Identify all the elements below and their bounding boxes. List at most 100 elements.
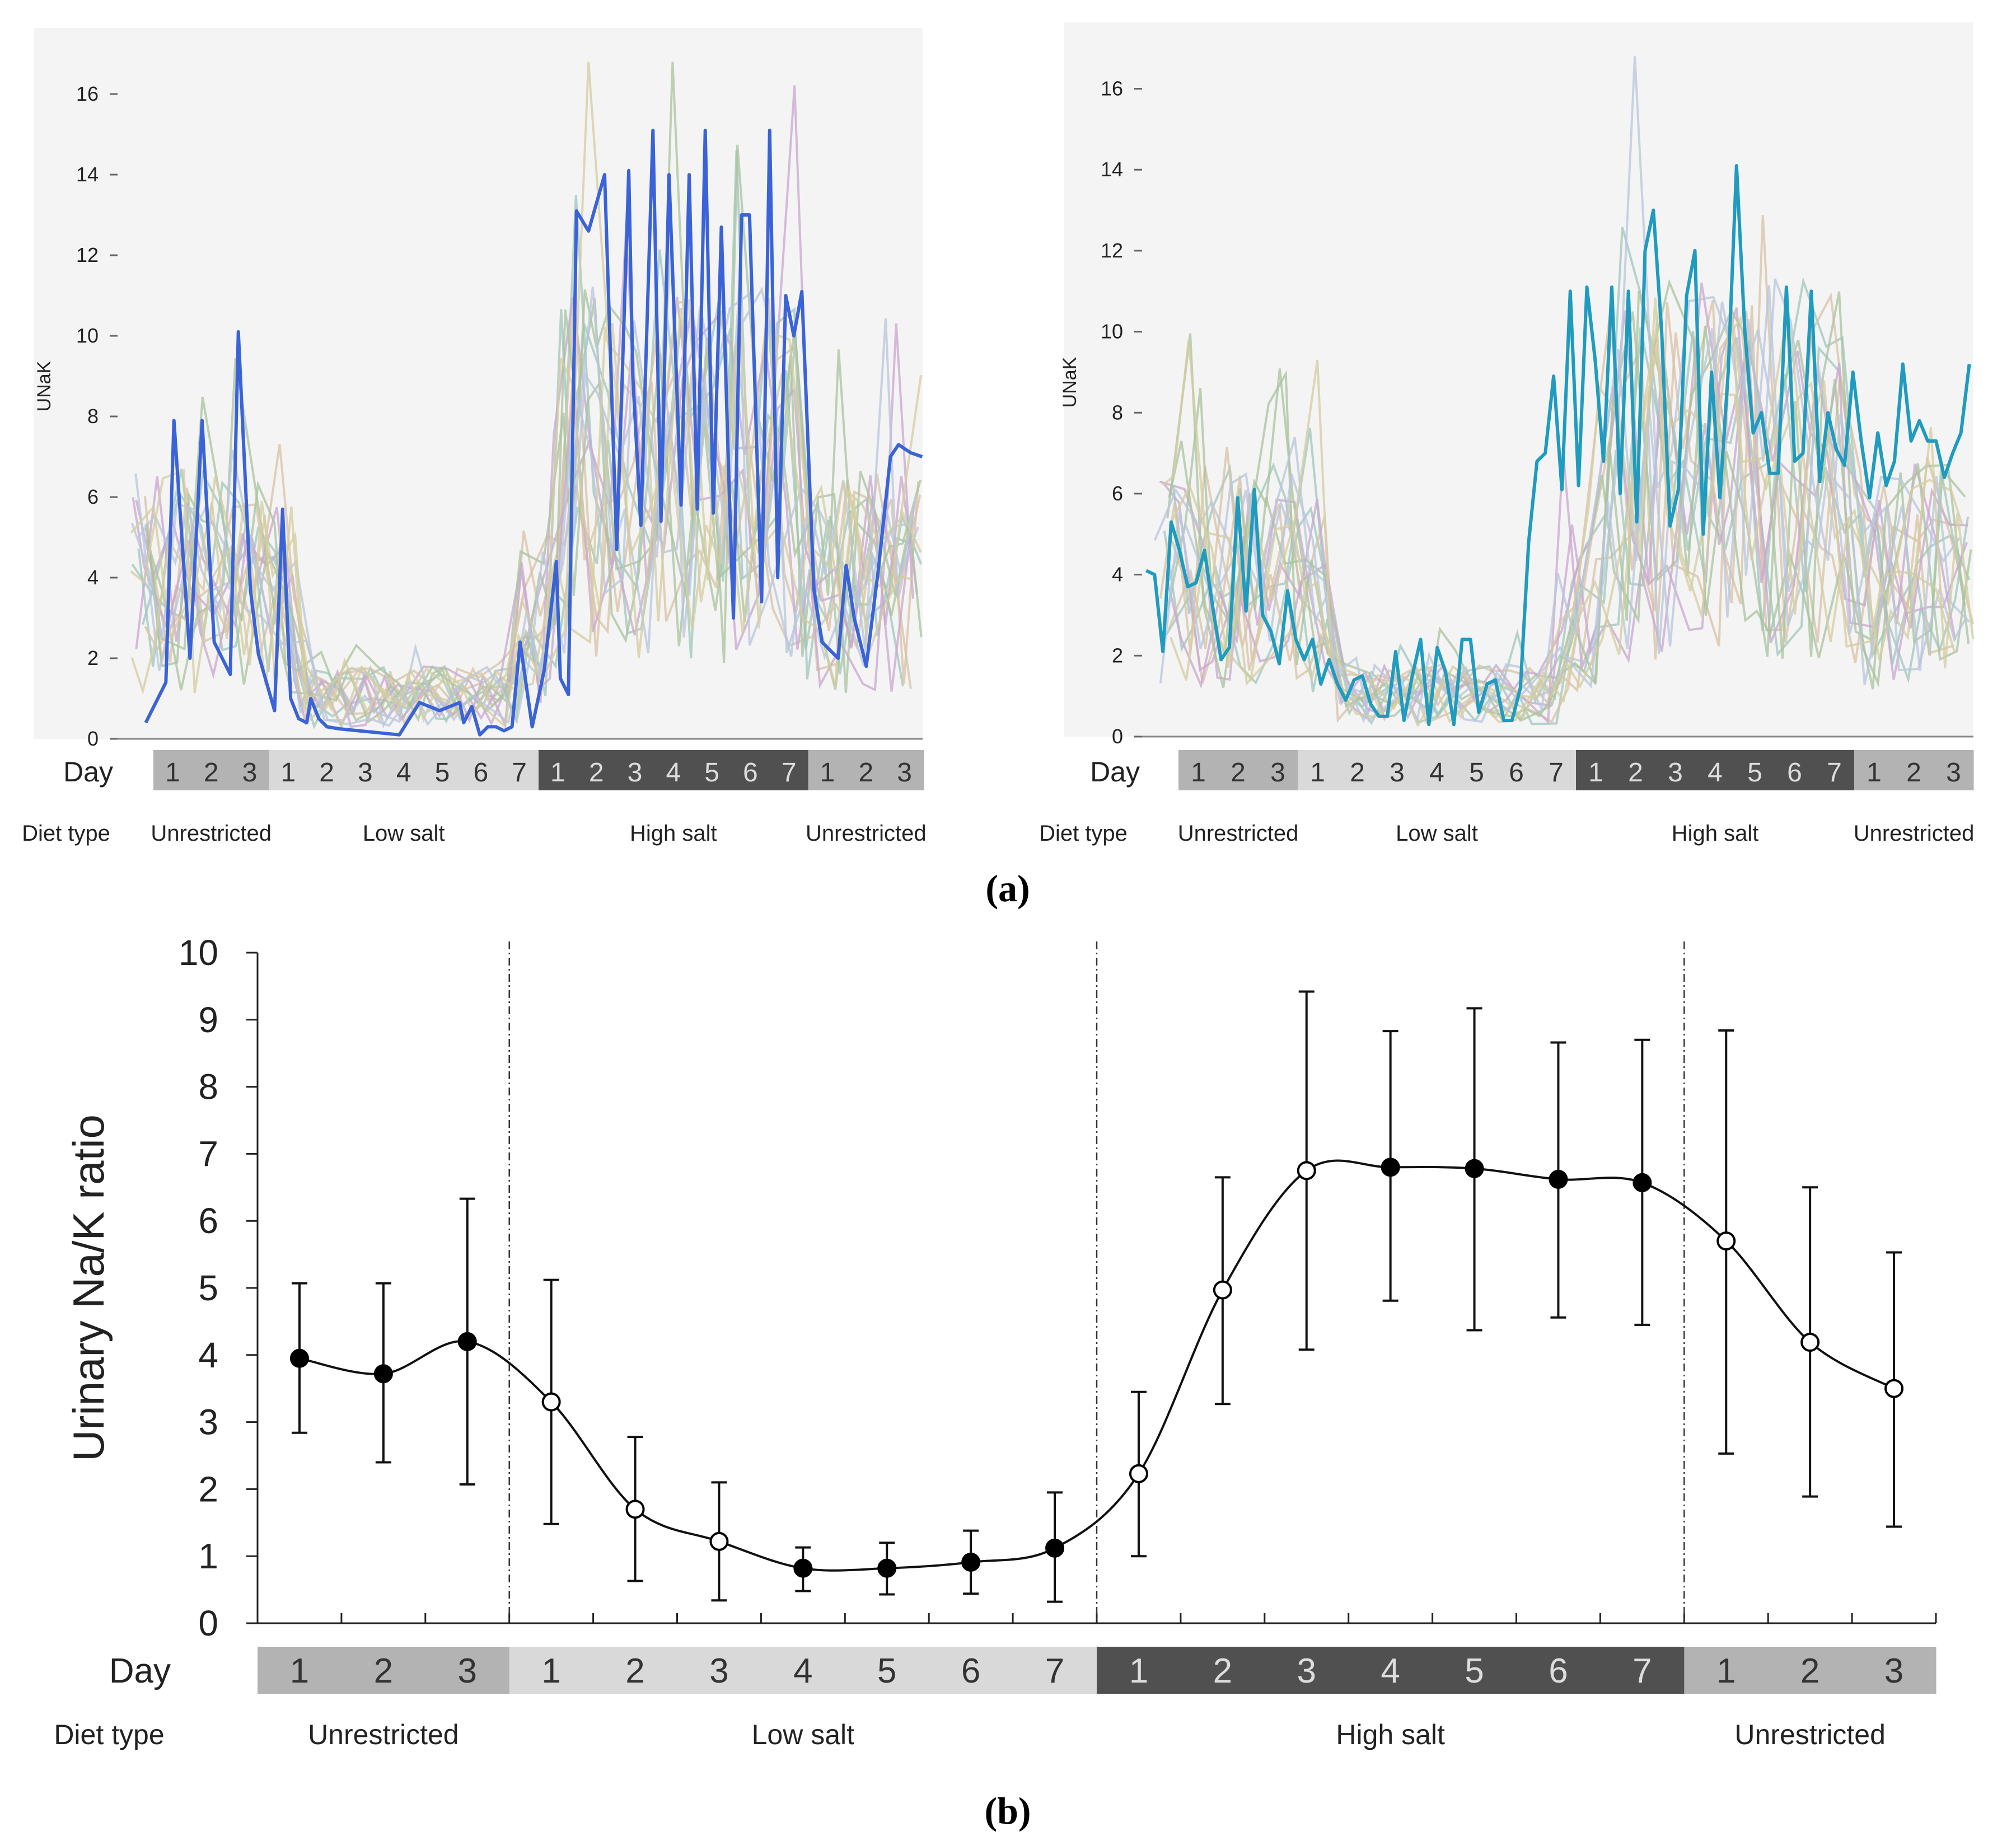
day-band-cell	[1516, 1647, 1601, 1694]
day-number-label: 5	[877, 1652, 896, 1690]
y-tick-label: 2	[1112, 644, 1123, 667]
y-tick-label: 0	[1112, 725, 1123, 748]
day-number-label: 3	[1946, 758, 1961, 788]
day-number-label: 7	[1045, 1652, 1064, 1690]
diet-phase-label: Low salt	[363, 821, 445, 846]
day-number-label: 2	[1906, 758, 1921, 788]
day-band-cell	[1013, 1647, 1097, 1694]
day-number-label: 3	[1270, 758, 1285, 788]
y-axis-label: UNaK	[34, 360, 55, 411]
day-band-cell	[341, 1647, 426, 1694]
y-tick-label: 14	[1101, 158, 1123, 181]
day-number-label: 4	[666, 758, 681, 788]
day-band-cell	[1814, 750, 1855, 790]
day-band-cell	[1218, 750, 1259, 790]
data-point-filled	[961, 1552, 981, 1572]
day-band-cell	[539, 750, 578, 790]
data-point-open	[1800, 1333, 1820, 1352]
day-band-cell	[1432, 1647, 1517, 1694]
day-band-cell	[1735, 750, 1775, 790]
day-band-cell	[1768, 1647, 1853, 1694]
y-tick-label: 7	[198, 1133, 218, 1174]
data-point-open	[709, 1531, 729, 1551]
day-band-cell	[693, 750, 732, 790]
day-number-label: 1	[820, 758, 835, 788]
panel-b-chart: 0 1 2 3 4 5 6 7 8 9 10 Urinary Na/K ratio 1 2 3 1 2 3 4 5 6 7…	[54, 933, 1937, 1750]
day-band-cell	[761, 1647, 845, 1694]
background-series-line	[1170, 310, 1975, 723]
day-number-label: 6	[1549, 1652, 1568, 1690]
day-band-cell	[307, 750, 347, 790]
day-number-label: 3	[1390, 758, 1405, 788]
day-number-label: 6	[1509, 758, 1524, 788]
day-number-label: 2	[1800, 1652, 1819, 1690]
day-band-cell	[593, 1647, 677, 1694]
day-band-cell	[1258, 750, 1298, 790]
diet-phase-label: Unrestricted	[151, 821, 272, 846]
day-number-label: 2	[1350, 758, 1365, 788]
day-band-cell	[1684, 1647, 1769, 1694]
day-number-label: 7	[1827, 758, 1842, 788]
day-number-label: 5	[704, 758, 719, 788]
day-band-cell	[1536, 750, 1577, 790]
day-number-label: 2	[1231, 758, 1246, 788]
data-point-open	[1716, 1231, 1736, 1251]
data-point-filled	[289, 1348, 309, 1368]
data-point-filled	[877, 1558, 897, 1578]
y-tick-label: 4	[198, 1335, 218, 1375]
day-band-cell	[846, 750, 886, 790]
day-number-label: 5	[435, 758, 450, 788]
diet-phase-label: Unrestricted	[308, 1719, 459, 1750]
day-band-cell	[1298, 750, 1338, 790]
diet-phase-label: High salt	[630, 821, 717, 846]
day-number-label: 1	[1716, 1652, 1736, 1690]
data-point-open	[1213, 1280, 1232, 1300]
day-number-label: 4	[1708, 758, 1723, 788]
y-tick-label: 10	[1101, 320, 1123, 343]
data-point-filled	[1633, 1173, 1652, 1192]
day-axis-label: Day	[109, 1652, 171, 1690]
background-series-line	[130, 298, 923, 730]
y-tick-label: 4	[1112, 563, 1123, 586]
data-point-open	[1884, 1379, 1904, 1398]
y-axis-label: Urinary Na/K ratio	[64, 1114, 113, 1461]
panel-b-caption: (b)	[984, 1789, 1031, 1832]
day-band-cell	[191, 750, 231, 790]
y-tick-label: 16	[76, 82, 99, 105]
background-series-line	[1162, 339, 1956, 720]
data-point-filled	[1465, 1159, 1484, 1178]
day-band-cell	[1264, 1647, 1349, 1694]
y-tick-label: 8	[198, 1067, 218, 1107]
diet-phase-label: Unrestricted	[1854, 821, 1975, 846]
day-number-label: 5	[1469, 758, 1484, 788]
day-axis-label: Day	[63, 756, 113, 788]
day-band-cell	[230, 750, 269, 790]
y-tick-label: 0	[198, 1603, 218, 1643]
diet-phase-label: High salt	[1336, 1719, 1445, 1750]
day-band-cell	[153, 750, 193, 790]
day-band-cell	[885, 750, 924, 790]
y-tick-label: 10	[179, 933, 218, 973]
y-tick-label: 1	[198, 1536, 218, 1576]
day-number-label: 6	[1787, 758, 1802, 788]
day-number-label: 1	[280, 758, 296, 788]
diet-phase-label: High salt	[1672, 821, 1759, 846]
y-tick-label: 6	[198, 1201, 218, 1241]
day-band-cell	[1852, 1647, 1937, 1694]
day-band-cell	[1337, 750, 1378, 790]
day-band-cell	[258, 1647, 342, 1694]
day-band-cell	[1655, 750, 1696, 790]
data-point-open	[1129, 1464, 1148, 1483]
data-point-open	[541, 1392, 561, 1412]
background-series-line	[1168, 297, 1963, 727]
day-number-label: 3	[458, 1652, 477, 1690]
day-number-label: 6	[473, 758, 488, 788]
data-point-open	[625, 1500, 645, 1519]
day-band-cell	[577, 750, 616, 790]
day-band-cell	[1178, 750, 1219, 790]
day-number-label: 7	[782, 758, 797, 788]
day-number-label: 2	[589, 758, 604, 788]
day-number-label: 2	[625, 1652, 644, 1690]
background-series-line	[1153, 301, 1970, 724]
diet-phase-label: Unrestricted	[806, 821, 927, 846]
